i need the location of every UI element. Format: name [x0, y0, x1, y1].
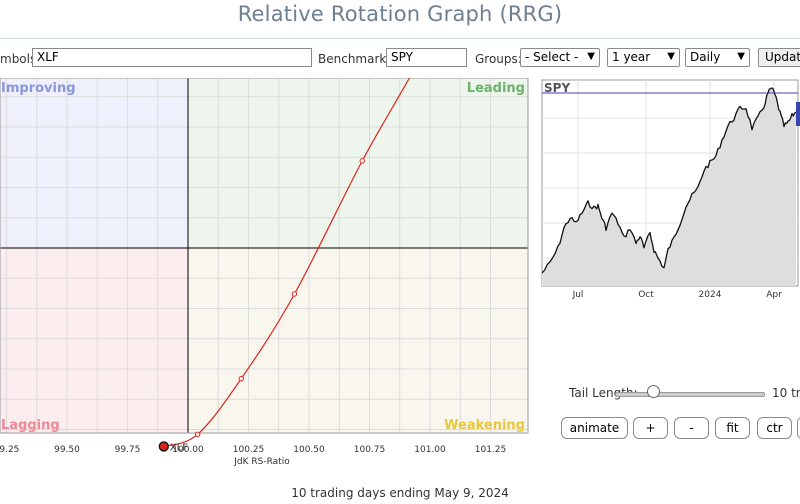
rrg-x-tick-label: 99.75 — [115, 445, 141, 455]
chevron-down-icon: ▼ — [587, 51, 595, 62]
animate-button[interactable]: animate — [561, 417, 628, 439]
rrg-x-tick-label: 100.50 — [293, 445, 325, 455]
quadrant-weakening — [188, 248, 528, 433]
groups-select-value: - Select - — [525, 50, 579, 64]
title-divider — [0, 38, 800, 39]
price-highlight-window — [796, 102, 800, 126]
footer-caption: 10 trading days ending May 9, 2024 — [291, 486, 509, 500]
price-x-tick-label: Apr — [766, 290, 782, 300]
toolbar: mbols: XLF Benchmark: SPY Groups: - Sele… — [0, 44, 800, 72]
zoom-in-button[interactable]: + — [633, 417, 668, 439]
center-button[interactable]: ctr — [757, 417, 792, 439]
period-select-value: 1 year — [612, 50, 651, 64]
rrg-x-tick-label: 101.25 — [475, 445, 507, 455]
period-select[interactable]: 1 year ▼ — [607, 48, 680, 67]
tail-length-slider-thumb[interactable] — [646, 385, 660, 398]
rrg-tail-point[interactable] — [238, 375, 244, 382]
price-x-ticks: Jul Oct 2024 Apr — [572, 290, 783, 300]
benchmark-label: Benchmark: — [318, 52, 391, 66]
quadrant-label-improving: Improving — [1, 81, 76, 96]
rrg-x-ticks: 99.25 99.50 99.75 100.00 100.25 100.50 100.75 1… — [0, 445, 506, 455]
rrg-x-tick-label: 99.25 — [0, 445, 19, 455]
rrg-tail-point[interactable] — [359, 158, 365, 164]
update-button[interactable]: Updat — [758, 48, 800, 67]
benchmark-input[interactable]: SPY — [386, 48, 467, 67]
price-x-tick-label: 2024 — [699, 290, 722, 300]
groups-label: Groups: — [475, 52, 522, 66]
quadrant-leading — [188, 78, 528, 248]
rrg-tail-point[interactable] — [291, 291, 298, 297]
quadrant-label-leading: Leading — [467, 81, 525, 96]
rrg-x-tick-label: 100.00 — [172, 445, 204, 455]
page-title: Relative Rotation Graph (RRG) — [237, 2, 563, 26]
rrg-tail[interactable]: XLF — [158, 78, 430, 453]
price-area — [542, 87, 796, 287]
price-symbol-label: SPY — [544, 81, 570, 95]
tail-length-slider-track[interactable] — [615, 392, 765, 397]
rrg-x-tick-label: 100.75 — [354, 445, 386, 455]
symbols-label: mbols: — [0, 52, 41, 66]
groups-select[interactable]: - Select - ▼ — [520, 48, 600, 67]
zoom-out-button[interactable]: - — [674, 417, 709, 439]
quadrant-lagging — [0, 248, 188, 433]
price-x-tick-label: Jul — [572, 290, 584, 300]
tail-length-value: 10 tra — [772, 386, 800, 400]
rrg-plot-border — [0, 78, 529, 434]
rrg-head-point[interactable] — [158, 441, 169, 452]
benchmark-price-chart: SPY Jul Oct 2024 Apr — [541, 79, 800, 300]
price-x-tick-label: Oct — [638, 290, 654, 300]
fit-button[interactable]: fit — [715, 417, 750, 439]
quadrant-label-weakening: Weakening — [444, 418, 525, 433]
rrg-chart[interactable]: Improving Leading Lagging Weakening 99.2… — [0, 78, 530, 466]
quadrant-label-lagging: Lagging — [1, 418, 60, 433]
quadrant-improving — [0, 78, 188, 248]
rrg-x-tick-label: 99.50 — [54, 445, 80, 455]
chevron-down-icon: ▼ — [667, 51, 675, 62]
rrg-x-axis-label: JdK RS-Ratio — [233, 457, 290, 466]
rrg-tail-point[interactable] — [194, 431, 201, 438]
price-line — [541, 87, 797, 274]
rrg-grid — [0, 78, 528, 433]
rrg-x-tick-label: 101.00 — [414, 445, 446, 455]
chevron-down-icon: ▼ — [737, 51, 745, 62]
frequency-select-value: Daily — [690, 50, 721, 64]
frequency-select[interactable]: Daily ▼ — [685, 48, 750, 67]
tail-length-control: Tail Length: 10 tra — [569, 384, 800, 404]
rrg-series-label: XLF — [170, 442, 188, 453]
symbols-input[interactable]: XLF — [32, 48, 312, 67]
rrg-x-tick-label: 100.25 — [233, 445, 265, 455]
rrg-tail-line — [163, 78, 411, 448]
